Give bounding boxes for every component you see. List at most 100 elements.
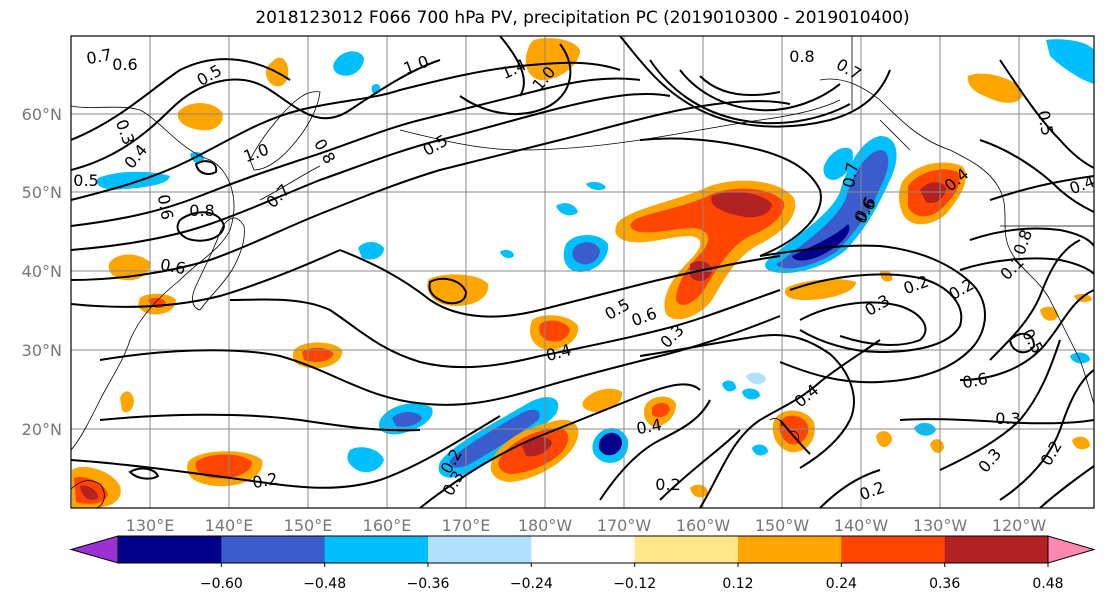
pv-contour <box>959 257 1094 275</box>
anomaly-pos <box>177 103 223 131</box>
colorbar-label: 0.12 <box>722 576 753 592</box>
pv-contour <box>71 58 291 141</box>
lon-tick-label: 130°E <box>126 516 175 535</box>
lon-tick-label: 140°E <box>205 516 254 535</box>
pv-contour <box>339 249 781 318</box>
lon-tick-label: 130°W <box>913 516 968 535</box>
pv-contour <box>639 137 822 257</box>
anomaly-neg <box>358 242 384 260</box>
pv-contour <box>99 315 781 406</box>
anomaly-pos <box>652 402 670 418</box>
coastline-aleutians <box>399 99 841 151</box>
colorbar-extend-low <box>69 535 119 564</box>
contour-label: 0.6 <box>159 255 187 278</box>
contour-label: 0.4 <box>635 415 663 438</box>
colorbar: −0.60 −0.48 −0.36 −0.24 −0.12 0.12 0.24 0.36 0.4… <box>69 535 1096 592</box>
contour-label: 0.7 <box>839 161 862 189</box>
coastlines <box>71 36 1094 508</box>
anomaly-neg <box>823 147 853 180</box>
anomaly-neg <box>449 409 540 468</box>
anomaly-pos <box>195 454 252 479</box>
coastline-gulf <box>879 119 911 151</box>
colorbar-label: 0.48 <box>1032 576 1063 592</box>
pv-contour <box>789 273 963 354</box>
pv-contours <box>71 36 1094 508</box>
contour-label: 0.6 <box>961 369 989 392</box>
pv-contour <box>959 289 1094 381</box>
anomaly-pos <box>525 38 580 81</box>
lon-tick-label: 150°W <box>755 516 810 535</box>
pv-contour <box>419 383 701 508</box>
colorbar-label: 0.24 <box>826 576 857 592</box>
lat-tick-label: 30°N <box>22 341 62 360</box>
anomaly-pos <box>630 188 785 305</box>
anomaly-pos <box>120 391 134 413</box>
pv-contour <box>679 69 841 112</box>
colorbar-segment <box>634 536 739 563</box>
colorbar-label: 0.36 <box>929 576 960 592</box>
anomaly-pos <box>1072 436 1090 450</box>
anomaly-pos <box>80 485 98 500</box>
pv-contour <box>819 469 881 508</box>
anomaly-neg <box>776 150 889 269</box>
pv-contour <box>599 399 711 501</box>
pv-contour <box>939 339 1061 471</box>
pv-contour <box>699 75 781 96</box>
anomaly-neg <box>742 388 760 400</box>
colorbar-segment <box>428 536 532 563</box>
lon-tick-label: 120°W <box>992 516 1047 535</box>
pv-contour <box>619 36 891 128</box>
pv-contour <box>428 277 468 305</box>
anomaly-neg <box>572 242 600 265</box>
anomaly-neg <box>1070 352 1090 364</box>
anomaly-pos <box>880 270 893 282</box>
lat-tick-labels: 60°N 50°N 40°N 30°N 20°N <box>22 105 62 439</box>
lon-tick-label: 140°W <box>834 516 889 535</box>
anomaly-neg <box>598 432 622 456</box>
anomaly-neg <box>500 249 514 259</box>
anomaly-pos <box>1040 306 1058 321</box>
colorbar-segment <box>738 536 842 563</box>
pv-contour <box>229 289 781 369</box>
pv-contour <box>699 339 881 508</box>
pv-contour <box>999 59 1094 169</box>
anomaly-neg <box>333 51 364 76</box>
coastline-kuriles <box>259 165 321 201</box>
contour-label: 0.2 <box>251 469 279 492</box>
pv-contour <box>176 211 226 242</box>
anomaly-neg <box>392 412 422 427</box>
colorbar-segment <box>221 536 326 563</box>
pv-contour <box>499 36 525 97</box>
lon-tick-label: 160°W <box>676 516 731 535</box>
lon-tick-label: 150°E <box>284 516 333 535</box>
anomaly-pos <box>302 347 334 362</box>
colorbar-segment <box>118 536 222 563</box>
coastline-hawaii <box>769 418 799 441</box>
anomaly-neg <box>752 444 768 456</box>
lon-tick-labels: 130°E 140°E 150°E 160°E 170°E 180°W 170°W 160°W… <box>126 516 1047 535</box>
map-background <box>71 36 1094 508</box>
pv-contour <box>759 244 986 384</box>
pv-contour <box>71 59 441 171</box>
coastline-philippines <box>71 480 105 508</box>
pv-contour <box>459 43 572 116</box>
anomaly-neg <box>792 224 850 261</box>
anomaly-neg <box>722 380 736 392</box>
colorbar-label: −0.12 <box>613 576 656 592</box>
colorbar-label: −0.24 <box>510 576 553 592</box>
contour-label: 0.5 <box>73 171 98 190</box>
pv-contour <box>659 429 741 501</box>
coastline-asia <box>71 105 235 451</box>
pv-contour <box>979 139 1094 213</box>
pv-contour <box>71 61 621 201</box>
pv-contour <box>989 175 1094 201</box>
coastline-japan <box>192 217 245 311</box>
contour-label: 0.8 <box>789 47 814 66</box>
anomaly-pos <box>784 279 856 300</box>
pv-contour <box>71 415 501 489</box>
colorbar-frame <box>117 535 1049 564</box>
colorbar-segment <box>944 536 1049 563</box>
pv-contour <box>969 227 1094 247</box>
colorbar-label: −0.60 <box>200 576 243 592</box>
